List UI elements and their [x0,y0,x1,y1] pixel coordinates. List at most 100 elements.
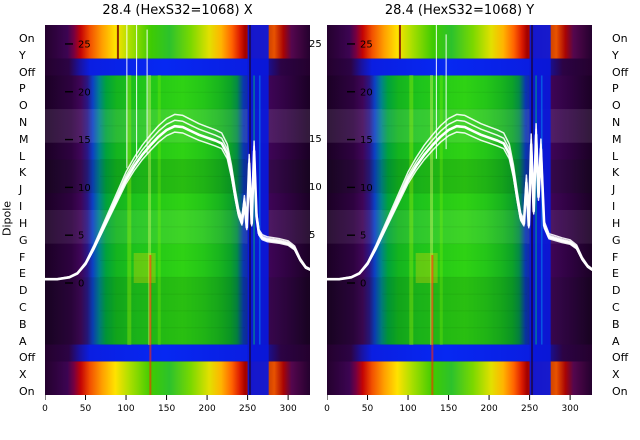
row-label: On [612,385,628,399]
row-label: G [612,233,621,247]
row-label: L [612,149,619,163]
x-tick-label: 250 [521,404,539,414]
row-label: K [612,166,620,180]
row-label: P [19,82,26,96]
heatmap-stripe [431,255,434,395]
row-label: Y [19,48,26,62]
y-tick-label: 0 [78,279,84,290]
row-label: Off [19,65,36,79]
row-label: X [612,368,620,382]
row-label: C [612,301,620,314]
signal-trace [45,113,310,280]
row-label: Off [19,351,36,365]
row-label: M [19,132,29,146]
heatmap-stripe [415,253,438,283]
row-label: On [19,31,35,45]
bottom-off-band [327,344,592,362]
row-label: H [612,216,621,230]
row-label: F [19,250,26,264]
row-label: L [19,149,26,163]
signal-trace [45,131,310,281]
heatmap-stripe [409,75,414,345]
y-tick-label: 10 [78,183,91,194]
right-x-tick-labels: 0 50 100 150 200 250 300 [324,404,597,418]
signal-trace [45,119,310,280]
top-off-band [45,58,310,76]
row-label: On [612,31,628,45]
blue-column-inner-line [535,75,537,345]
right-row-labels: On Y Off P O N M L K J I H G F E D C B A Off X On [612,25,640,401]
blue-column [247,25,269,395]
y-axis-label-dipole: Dipole [0,200,14,237]
mid-y-tick-label: 15 [309,134,322,146]
x-tick-label: 150 [158,404,176,414]
bottom-rainbow-band [327,361,592,395]
blue-column-inner-line [540,75,543,345]
row-label: B [19,317,27,331]
row-label: On [19,385,35,399]
mid-y-tick-label: 25 [309,38,322,50]
signal-trace [327,131,592,281]
row-label: M [612,132,622,146]
row-label: O [612,99,621,113]
x-tick-label: 100 [117,404,135,414]
blue-column-inner-line [258,75,261,345]
x-tick-label: 100 [399,404,417,414]
heatmap-stripe [149,255,152,395]
left-row-labels: On Y Off P O N M L K J I H G F E D C B A Off X On [19,25,45,401]
row-label: N [612,116,621,129]
heatmap-plot-x: 25 20 15 10 5 0 [45,25,310,400]
blue-column [529,25,551,395]
signal-trace [327,113,592,280]
heatmap-plot-y: 25 20 15 10 5 0 [327,25,592,400]
y-tick-label: 5 [360,231,366,242]
heatmap-stripe [133,253,156,283]
row-label: C [19,301,27,314]
heatmap-stripe [127,75,132,345]
y-tick-label: 20 [360,87,373,98]
bottom-off-band [45,344,310,362]
blue-column-inner-line [253,75,255,345]
y-tick-label: 25 [360,39,373,50]
mid-y-tick-label: 5 [309,229,316,241]
row-label: D [612,284,621,298]
signal-trace [327,119,592,280]
heatmap-stripe [148,75,152,345]
heatmap-stripe [430,75,434,345]
heatmap-stripe [116,25,119,59]
heatmap-stripe [439,75,443,345]
left-x-tick-labels: 0 50 100 150 200 250 300 [42,404,315,418]
y-tick-label: 15 [360,135,373,146]
x-tick-label: 50 [79,404,92,414]
mid-y-tick-label: 10 [309,181,322,193]
heatmap-stripe [398,25,401,59]
x-tick-label: 150 [440,404,458,414]
x-tick-label: 200 [198,404,216,414]
row-label: I [19,200,23,214]
y-tick-label: 5 [78,231,84,242]
right-plot-title: 28.4 (HexS32=1068) Y [384,3,535,18]
row-label: B [612,317,620,331]
row-label: X [19,368,27,382]
dark-vertical-line [531,25,534,395]
mid-axis-tick-labels: 25 15 10 5 [309,25,329,401]
trace-layer [45,25,310,281]
row-label: P [612,82,619,96]
x-tick-label: 0 [42,404,48,414]
trace-layer [327,25,592,281]
x-tick-label: 0 [324,404,330,414]
y-tick-label: 20 [78,87,91,98]
y-tick-label: 25 [78,39,91,50]
left-plot-title: 28.4 (HexS32=1068) X [102,3,253,18]
row-label: A [19,334,27,348]
row-label: Off [612,65,629,79]
y-tick-label: 15 [78,135,91,146]
signal-trace [45,124,310,281]
row-label: J [612,183,616,197]
row-label: G [19,233,28,247]
row-label: H [19,216,28,230]
x-tick-label: 250 [239,404,257,414]
x-tick-label: 300 [279,404,297,414]
row-label: E [612,267,619,281]
